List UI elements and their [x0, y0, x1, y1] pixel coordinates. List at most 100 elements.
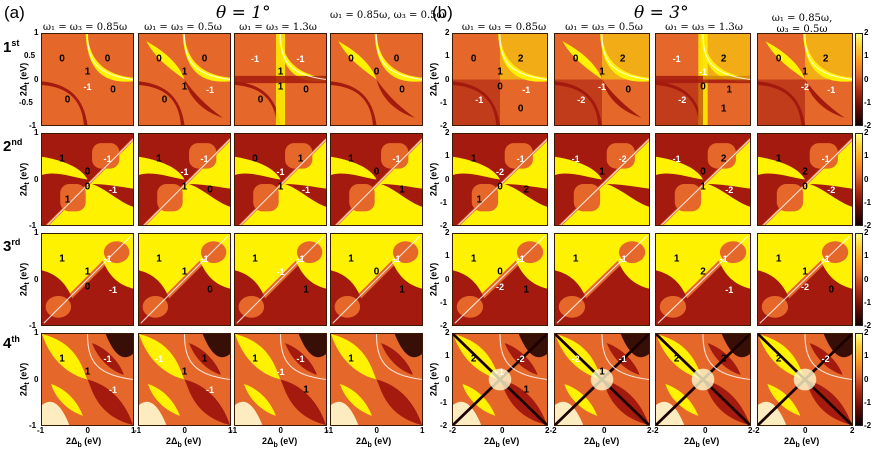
- region-value-label: -1: [522, 85, 531, 96]
- x-tick-label: 1: [420, 426, 425, 435]
- region-plus-one: [331, 334, 377, 380]
- heatmap-canvas: [555, 134, 649, 225]
- region-zero: [142, 295, 169, 318]
- heatmap-a-row1-col3: -1 -1 1 0 1 0: [234, 33, 327, 126]
- region-value-label: 2: [720, 153, 727, 165]
- heatmap-canvas: [555, 234, 649, 325]
- y-tick-label: 1: [445, 251, 450, 261]
- heatmap-canvas: [235, 34, 326, 125]
- y-tick-label: -1: [29, 421, 37, 430]
- colorbar-tick-label: -2: [864, 321, 872, 330]
- panel-b-y-axis-label: 2Δt (eV): [428, 262, 442, 297]
- x-tick-label: -2: [449, 426, 457, 435]
- region-value-label: 1: [599, 366, 605, 378]
- panel-a-y-axis-label: 2Δt (eV): [18, 362, 32, 397]
- heatmap-b-row2-col3: -1 2 0 -2 1: [655, 133, 751, 226]
- region-value-label: -2: [800, 81, 810, 92]
- heatmap-canvas: [555, 34, 649, 125]
- x-tick-label: 1: [324, 426, 329, 435]
- region-value-label: -2: [725, 185, 734, 196]
- region-value-label: 0: [348, 53, 354, 65]
- region-plus-one: [758, 156, 805, 180]
- panel-b-label: (b): [432, 3, 453, 22]
- y-tick-label: 1: [34, 328, 39, 337]
- y-tick-label: -2: [440, 421, 448, 430]
- colorbar-tick-label: 2: [864, 228, 869, 237]
- region-zero: [516, 241, 544, 264]
- region-zero: [573, 184, 601, 212]
- heatmap-b-row3-col2: 1 -1: [554, 233, 650, 326]
- panel-a-x-axis-label-3: 2Δb (eV): [262, 436, 298, 449]
- region-zero: [200, 241, 227, 264]
- region-value-label: 0: [84, 181, 91, 193]
- y-tick-label: -1: [440, 297, 448, 307]
- heatmap-b-row4-col1: 2 -2 -1 1: [452, 333, 548, 426]
- region-minus-two: [298, 334, 326, 358]
- heatmap-a-row4-col3: 1 -1 -1 1: [234, 333, 327, 426]
- region-value-label: 1: [59, 153, 65, 165]
- x-tick-label: 0: [374, 426, 379, 435]
- heatmap-canvas: [656, 334, 750, 425]
- region-value-label: 1: [802, 266, 808, 278]
- region-value-label: 1: [476, 194, 483, 206]
- heatmap-canvas: [758, 134, 852, 225]
- y-tick-label: -2: [440, 121, 448, 130]
- region-minus-one: [92, 184, 133, 207]
- region-value-label: 0: [207, 184, 213, 196]
- heatmap-b-row1-col1: 0 2 1 -1 0 -1 0: [452, 33, 548, 126]
- contour-line: [454, 235, 546, 324]
- region-plus-one: [235, 334, 281, 380]
- heatmap-canvas: [758, 34, 852, 125]
- region-value-label: -1: [108, 185, 117, 196]
- region-value-label: 0: [572, 53, 579, 65]
- region-value-label: -1: [200, 254, 209, 265]
- region-plus-one: [340, 384, 372, 416]
- contour-line: [336, 139, 422, 225]
- x-tick-label: -1: [230, 426, 238, 435]
- contour-line: [556, 235, 648, 324]
- region-zero: [471, 184, 499, 212]
- y-tick-label: 2: [445, 28, 450, 37]
- panel-b-y-axis-label: 2Δt (eV): [428, 162, 442, 197]
- region-value-label: 2: [822, 53, 829, 65]
- y-tick-label: -0.5: [19, 97, 33, 107]
- heatmap-canvas: [656, 234, 750, 325]
- contour-line: [499, 34, 547, 81]
- region-value-label: 1: [64, 194, 71, 206]
- region-value-label: 0: [303, 84, 309, 96]
- x-tick-label: 2-2: [647, 426, 659, 435]
- region-value-label: -1: [618, 354, 627, 365]
- panel-b-column-header-3: ω₁ = ω₃ = 1.3ω: [665, 22, 743, 33]
- region-value-label: 1: [399, 284, 405, 296]
- heatmap-canvas: [139, 334, 230, 425]
- x-tick-label: 0: [500, 426, 505, 435]
- region-value-label: -2: [827, 185, 836, 196]
- heatmap-canvas: [139, 34, 230, 125]
- region-value-label: -1: [618, 254, 627, 265]
- colorbar-tick-label: -1: [864, 297, 872, 307]
- region-minus-one: [280, 379, 326, 425]
- panel-b-x-axis-label-1: 2Δb (eV): [484, 436, 520, 449]
- panel-b-x-axis-label-3: 2Δb (eV): [684, 436, 720, 449]
- colorbar-tick-label: 1: [864, 51, 869, 61]
- region-value-label: 1: [470, 153, 477, 165]
- region-value-label: 1: [297, 153, 304, 165]
- region-zero: [821, 241, 849, 264]
- region-value-label: 0: [161, 94, 168, 106]
- region-value-label: 1: [523, 284, 530, 296]
- region-value-label: 1: [700, 181, 706, 193]
- region-plus-one: [42, 156, 88, 180]
- x-tick-label: 2-2: [545, 426, 557, 435]
- region-value-label: 0: [700, 81, 706, 93]
- region-value-label: 0: [373, 166, 380, 178]
- region-zero: [558, 295, 586, 318]
- colorbar: [855, 133, 863, 226]
- colorbar-tick-label: 2: [864, 28, 869, 37]
- region-value-label: 1: [599, 66, 605, 78]
- heatmap-canvas: [235, 334, 326, 425]
- y-tick-label: 0: [445, 74, 450, 84]
- y-tick-label: 0: [34, 174, 39, 184]
- colorbar: [855, 333, 863, 426]
- region-zero: [606, 143, 635, 169]
- region-value-label: 1: [181, 181, 188, 193]
